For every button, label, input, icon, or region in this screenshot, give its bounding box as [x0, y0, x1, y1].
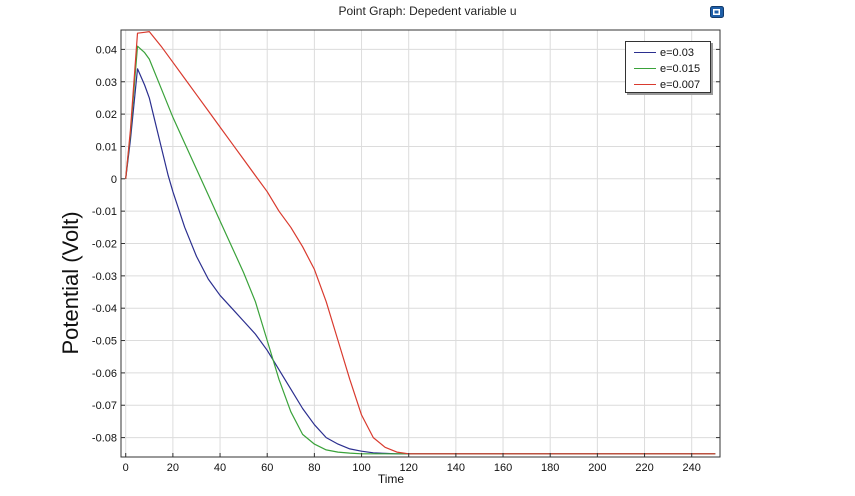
- y-tick-label: -0.04: [92, 303, 117, 315]
- x-tick-label: 220: [635, 462, 653, 474]
- graph-toolbar-icon[interactable]: [710, 6, 724, 18]
- x-tick-label: 40: [214, 462, 226, 474]
- legend-swatch: [634, 84, 656, 85]
- x-axis-label: Time: [377, 472, 405, 486]
- legend-item: e=0.007: [626, 77, 710, 92]
- legend-item: e=0.03: [626, 45, 710, 60]
- y-tick-label: -0.01: [92, 206, 117, 218]
- legend-label: e=0.03: [660, 46, 694, 59]
- x-tick-label: 0: [123, 462, 129, 474]
- x-tick-label: 180: [541, 462, 559, 474]
- y-tick-label: 0.03: [96, 77, 117, 89]
- x-tick-label: 160: [494, 462, 512, 474]
- legend-label: e=0.015: [660, 62, 701, 75]
- y-axis-label: Potential (Volt): [58, 211, 83, 355]
- x-tick-label: 100: [352, 462, 370, 474]
- x-tick-label: 240: [683, 462, 701, 474]
- x-tick-label: 140: [447, 462, 465, 474]
- x-tick-label: 120: [400, 462, 418, 474]
- ticks: 0 20 40 60 80 100 120 140 160 180 200 220 240 0.04 0.0…: [92, 44, 720, 474]
- x-tick-label: 200: [588, 462, 606, 474]
- y-tick-label: 0.02: [96, 109, 117, 121]
- x-tick-label: 20: [167, 462, 179, 474]
- y-tick-label: 0: [111, 174, 117, 186]
- y-tick-label: -0.03: [92, 271, 117, 283]
- y-tick-label: -0.08: [92, 433, 117, 445]
- y-tick-label: 0.04: [96, 44, 117, 56]
- legend: e=0.03 e=0.015 e=0.007: [625, 41, 711, 93]
- x-tick-label: 80: [308, 462, 320, 474]
- series-line: [125, 68, 716, 455]
- y-tick-label: -0.07: [92, 400, 117, 412]
- grid: [121, 30, 720, 457]
- x-tick-label: 60: [261, 462, 273, 474]
- y-tick-label: -0.02: [92, 239, 117, 251]
- legend-label: e=0.007: [660, 78, 701, 91]
- series-line: [125, 45, 716, 455]
- y-tick-label: -0.06: [92, 368, 117, 380]
- series-lines: [125, 31, 716, 455]
- chart-title: Point Graph: Depedent variable u: [338, 4, 517, 18]
- legend-item: e=0.015: [626, 61, 710, 76]
- y-tick-label: -0.05: [92, 336, 117, 348]
- y-tick-label: 0.01: [96, 141, 117, 153]
- series-line: [125, 31, 716, 455]
- legend-swatch: [634, 52, 656, 53]
- legend-swatch: [634, 68, 656, 69]
